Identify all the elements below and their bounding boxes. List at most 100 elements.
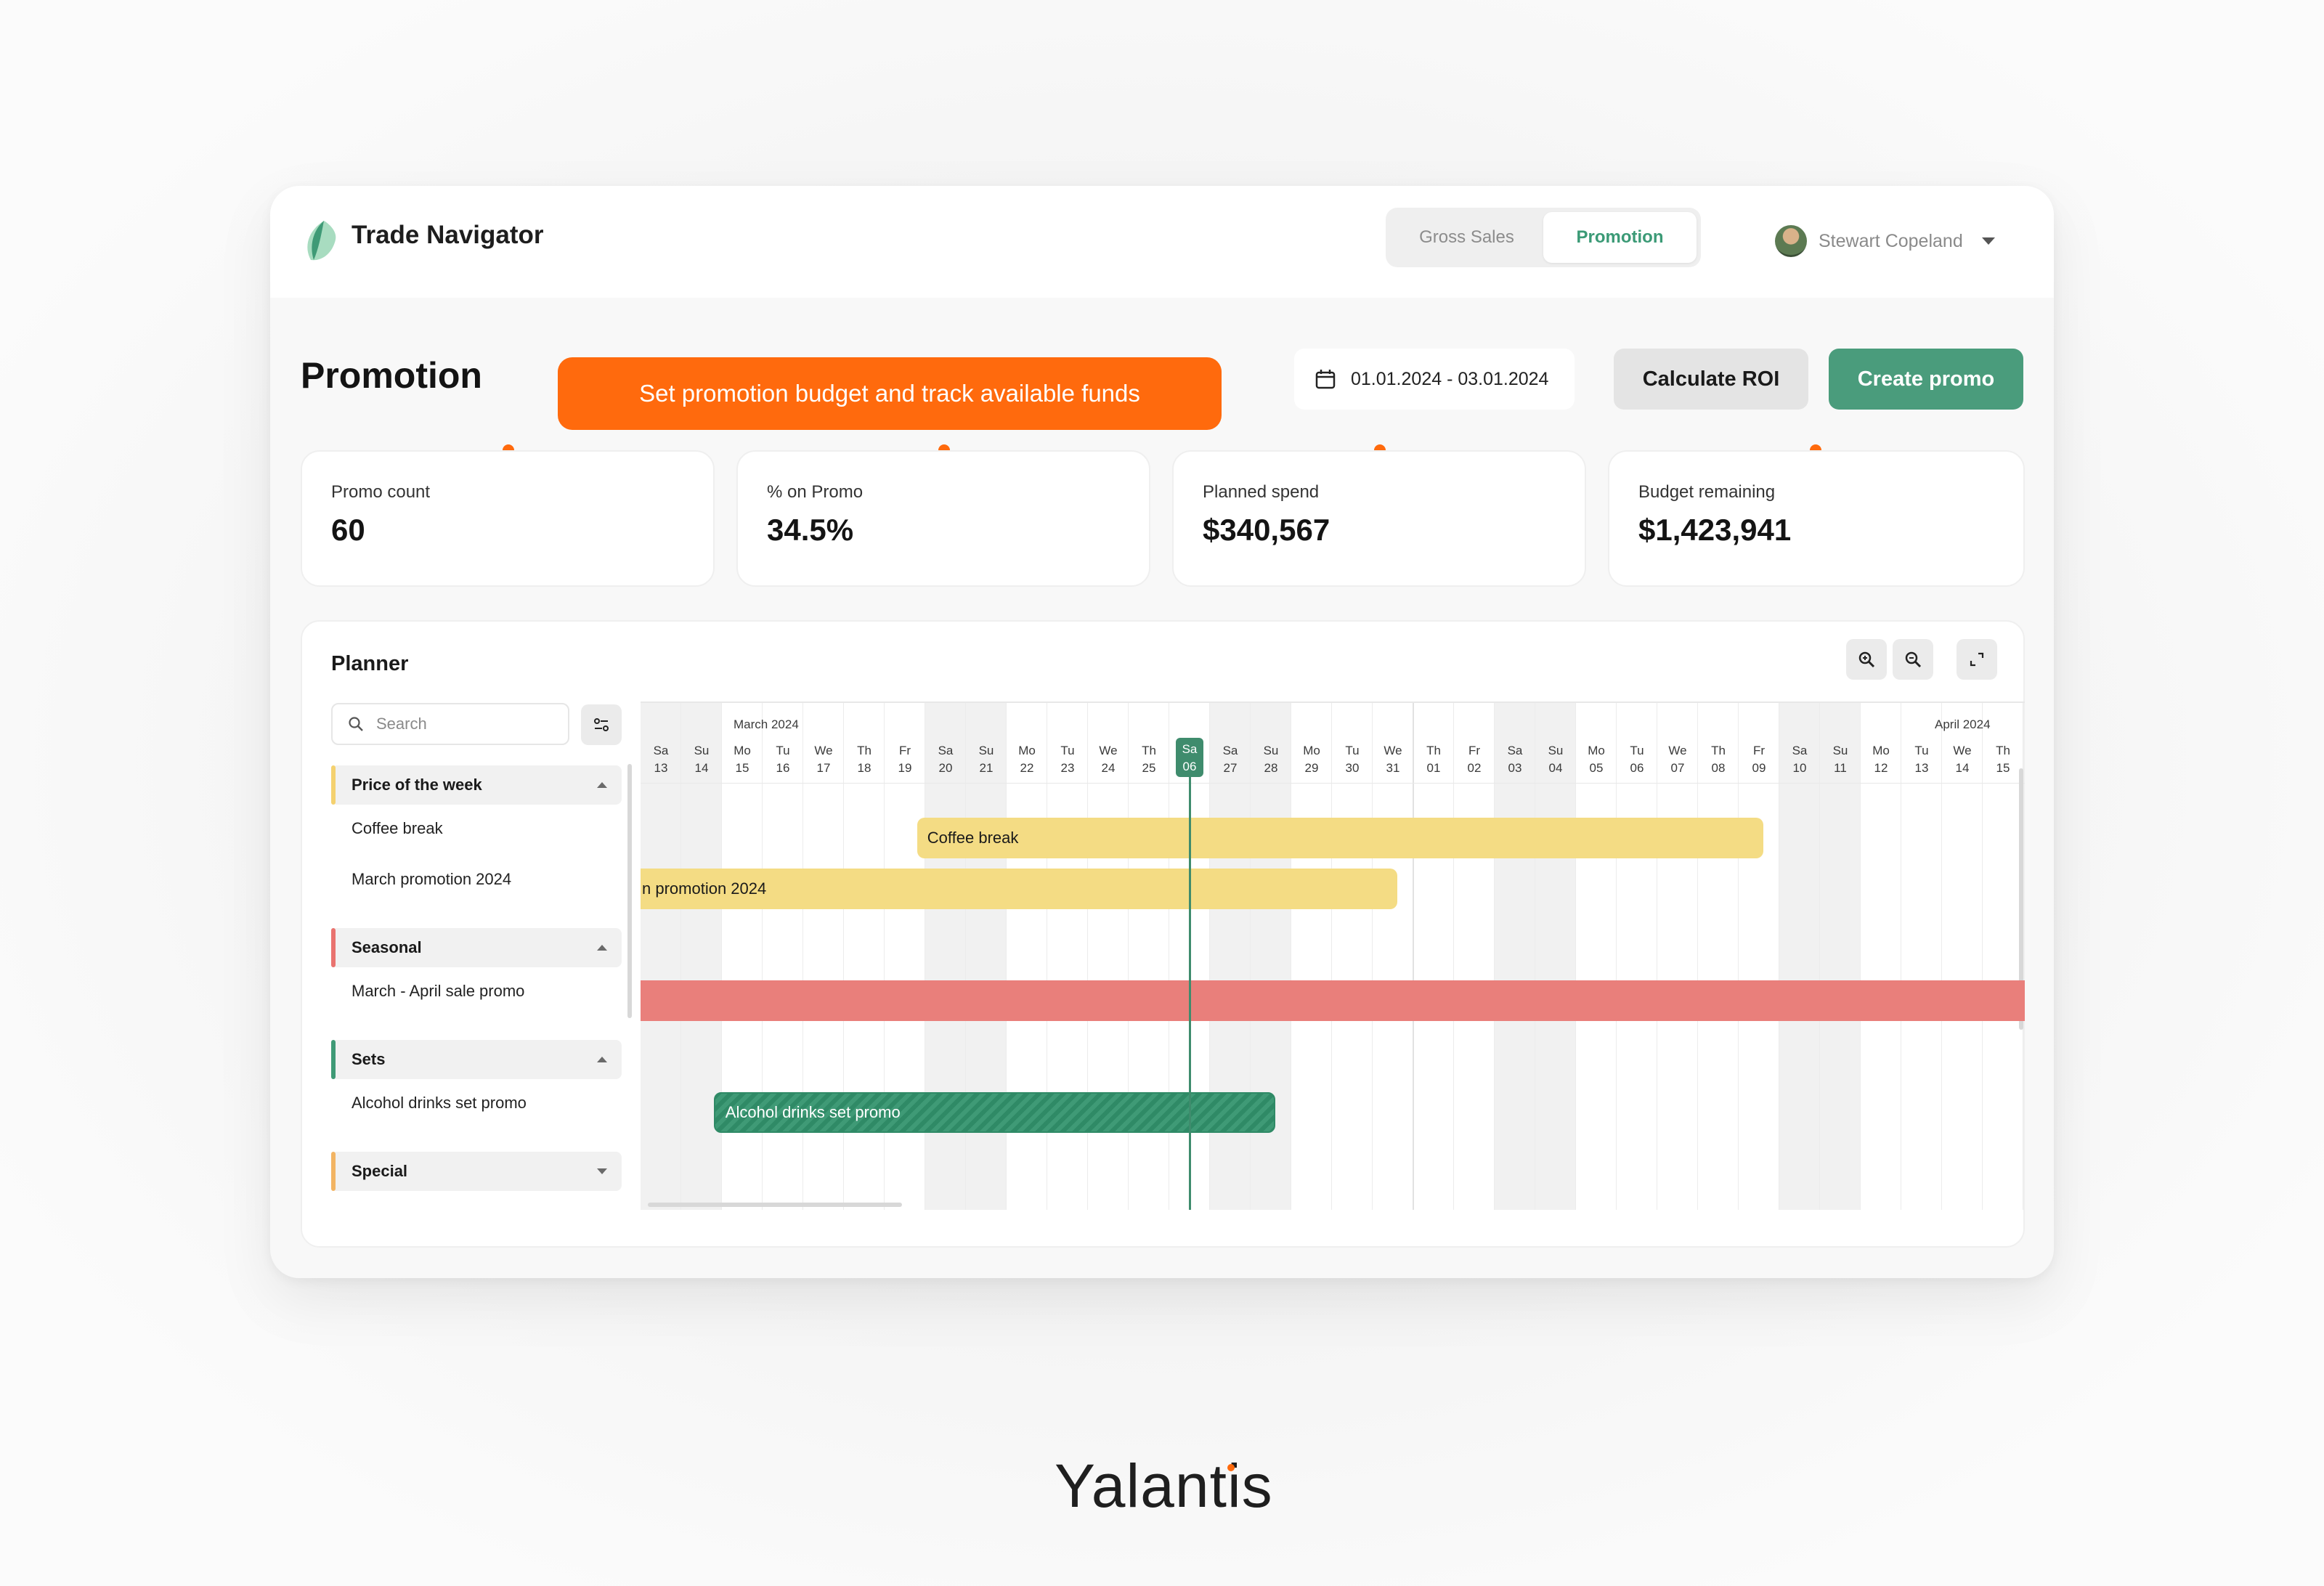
day-name: We xyxy=(1099,744,1118,757)
filter-icon xyxy=(594,718,609,731)
gantt-bar[interactable]: Coffee break xyxy=(917,818,1763,858)
list-item[interactable]: March - April sale promo xyxy=(352,982,525,1000)
day-name: Sa xyxy=(1792,744,1808,757)
metric-label: Planned spend xyxy=(1203,482,1320,502)
day-number: 09 xyxy=(1752,761,1766,775)
day-number: 24 xyxy=(1101,761,1116,775)
tab-gross-sales[interactable]: Gross Sales xyxy=(1419,227,1514,247)
day-column: Mo 15 xyxy=(722,703,763,1210)
tab-promotion[interactable]: Promotion xyxy=(1543,212,1697,263)
group-seasonal[interactable]: Seasonal xyxy=(331,928,622,967)
group-color-bar xyxy=(331,1152,336,1191)
leaf-logo-icon xyxy=(307,221,336,261)
day-name: Th xyxy=(857,744,871,757)
planner-search-input[interactable]: Search xyxy=(331,703,569,745)
app-window: Trade Navigator Gross Sales Promotion St… xyxy=(270,186,2054,1278)
day-name: We xyxy=(1668,744,1687,757)
zoom-in-button[interactable] xyxy=(1846,639,1887,680)
date-range-value: 01.01.2024 - 03.01.2024 xyxy=(1351,368,1549,389)
day-name: Fr xyxy=(2023,744,2025,758)
day-column: Fr 09 xyxy=(1739,703,1779,1210)
month-label: March 2024 xyxy=(734,717,799,731)
app-title: Trade Navigator xyxy=(352,221,544,249)
date-range-picker[interactable]: 01.01.2024 - 03.01.2024 xyxy=(1294,349,1575,410)
chevron-up-icon xyxy=(597,782,607,788)
today-marker: Sa 06 xyxy=(1176,738,1203,777)
day-name: Tu xyxy=(1060,744,1075,757)
filter-button[interactable] xyxy=(581,704,622,745)
list-item[interactable]: Coffee break xyxy=(352,819,443,837)
gantt-bar[interactable]: Alcohol drinks set promo xyxy=(713,1092,1275,1133)
day-column: Mo 12 xyxy=(1861,703,1901,1210)
day-column: Tu 13 xyxy=(1901,703,1942,1210)
day-column: Th 25 xyxy=(1129,703,1169,1210)
list-item[interactable]: March promotion 2024 xyxy=(352,870,512,888)
user-menu[interactable]: Stewart Copeland xyxy=(1775,219,1995,263)
day-name: Th xyxy=(1711,744,1726,757)
list-item[interactable]: Alcohol drinks set promo xyxy=(352,1094,527,1112)
day-name: Mo xyxy=(1018,744,1036,757)
day-number: 31 xyxy=(1386,761,1400,775)
day-number: 16 xyxy=(2023,761,2025,776)
day-column: Th 08 xyxy=(1698,703,1739,1210)
day-number: 28 xyxy=(1264,761,1278,775)
day-number: 07 xyxy=(1670,761,1685,775)
expand-icon xyxy=(1970,652,1984,667)
fullscreen-button[interactable] xyxy=(1957,639,1997,680)
day-number: 12 xyxy=(1874,761,1888,775)
group-label: Price of the week xyxy=(352,776,482,794)
today-day-name: Sa xyxy=(1182,742,1198,756)
group-color-bar xyxy=(331,1040,336,1079)
search-placeholder: Search xyxy=(376,715,427,733)
day-number: 13 xyxy=(1914,761,1929,775)
day-column: Fr 02 xyxy=(1454,703,1495,1210)
day-number: 06 xyxy=(1630,761,1644,775)
gantt-timeline: Sa 13 Su 14 Mo 15 Tu 16 We 17 Th 18 Fr 19 Sa 20 Su 21 Mo 22… xyxy=(641,702,2025,1210)
group-special[interactable]: Special xyxy=(331,1152,622,1191)
day-name: Su xyxy=(1548,744,1564,757)
day-column: Sa 20 xyxy=(925,703,966,1210)
gantt-bar[interactable]: n promotion 2024 xyxy=(641,869,1397,909)
day-name: Su xyxy=(978,744,994,757)
day-name: Sa xyxy=(653,744,669,757)
day-column: We 07 xyxy=(1657,703,1698,1210)
day-name: Su xyxy=(694,744,710,757)
avatar xyxy=(1775,225,1807,257)
zoom-out-icon xyxy=(1905,651,1922,668)
day-name: We xyxy=(814,744,833,757)
day-number: 21 xyxy=(979,761,994,775)
day-name: Fr xyxy=(1468,744,1481,757)
day-column: Sa 10 xyxy=(1779,703,1820,1210)
day-name: Sa xyxy=(1507,744,1523,757)
zoom-out-button[interactable] xyxy=(1893,639,1933,680)
today-day-number: 06 xyxy=(1182,760,1197,773)
metric-card-promo-count: Promo count 60 xyxy=(301,450,715,587)
day-number: 17 xyxy=(816,761,831,775)
day-number: 23 xyxy=(1060,761,1075,775)
day-number: 08 xyxy=(1711,761,1726,775)
horizontal-scrollbar[interactable] xyxy=(648,1203,902,1207)
calculate-roi-button[interactable]: Calculate ROI xyxy=(1614,349,1808,410)
create-promo-button[interactable]: Create promo xyxy=(1829,349,2023,410)
day-name: Su xyxy=(1263,744,1279,757)
day-column: Tu 30 xyxy=(1332,703,1373,1210)
group-sets[interactable]: Sets xyxy=(331,1040,622,1079)
day-column: Su 04 xyxy=(1535,703,1576,1210)
brand-dot xyxy=(1227,1464,1235,1471)
gantt-bar[interactable] xyxy=(641,980,2025,1021)
group-price-of-the-week[interactable]: Price of the week xyxy=(331,765,622,805)
day-name: Th xyxy=(1996,744,2010,757)
day-name: Th xyxy=(1142,744,1156,757)
chevron-up-icon xyxy=(597,1057,607,1062)
day-number: 25 xyxy=(1142,761,1156,775)
chevron-down-icon xyxy=(1981,237,1995,245)
day-number: 19 xyxy=(898,761,912,775)
day-column: Th 18 xyxy=(844,703,885,1210)
vertical-scrollbar[interactable] xyxy=(2019,768,2023,1030)
top-bar: Trade Navigator Gross Sales Promotion St… xyxy=(270,186,2054,298)
day-name: Sa xyxy=(938,744,954,757)
day-column: Tu 23 xyxy=(1047,703,1088,1210)
day-number: 04 xyxy=(1548,761,1563,775)
metric-card-planned-spend: Planned spend $340,567 xyxy=(1172,450,1586,587)
list-scrollbar[interactable] xyxy=(627,764,632,1018)
